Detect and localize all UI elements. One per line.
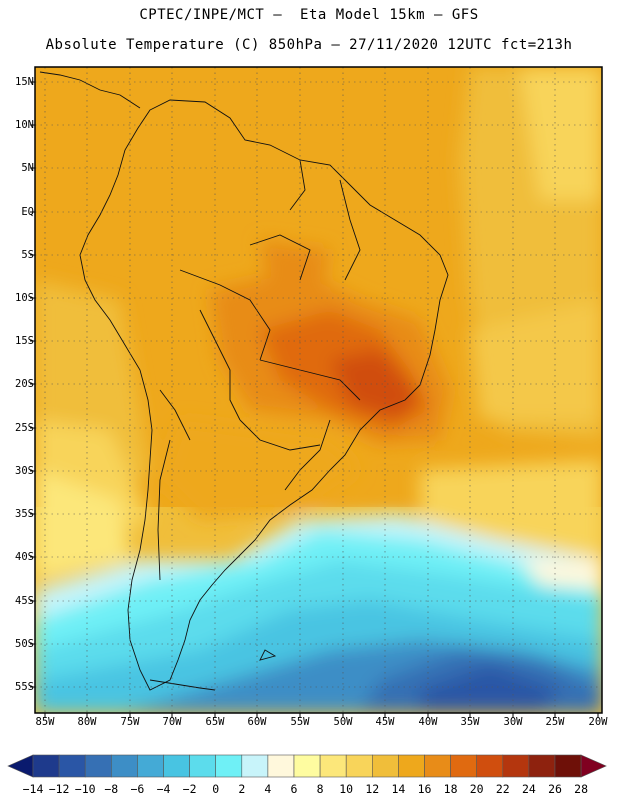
colorbar-label: −12 (48, 782, 70, 796)
lon-label: 40W (418, 716, 438, 728)
colorbar-label: 26 (548, 782, 562, 796)
colorbar-label: −2 (182, 782, 197, 796)
colorbar-label: 12 (365, 782, 380, 796)
colorbar-label: −10 (74, 782, 96, 796)
lat-label: 40S (15, 551, 34, 563)
axis-ticks (30, 81, 599, 718)
colorbar-segment (345, 754, 373, 778)
colorbar-segment (58, 754, 86, 778)
colorbar-label: 2 (238, 782, 246, 796)
map-subtitle: Absolute Temperature (C) 850hPa – 27/11/… (45, 37, 573, 53)
colorbar-label: 4 (264, 782, 272, 796)
lon-label: 35W (460, 716, 480, 728)
colorbar-label: 16 (417, 782, 432, 796)
colorbar-segment (502, 754, 530, 778)
lon-label: 70W (162, 716, 182, 728)
lon-label: 30W (503, 716, 523, 728)
lon-label: 45W (375, 716, 395, 728)
lat-label: 5N (21, 162, 34, 174)
lon-label: 75W (120, 716, 140, 728)
temperature-field (35, 67, 602, 713)
colorbar-segment (398, 754, 425, 778)
lat-label: 50S (15, 638, 34, 650)
colorbar-segment (32, 754, 60, 778)
map-frame (34, 66, 603, 714)
colorbar-segment (424, 754, 451, 778)
colorbar-label: −6 (130, 782, 145, 796)
lat-label: 45S (15, 595, 34, 607)
map-title: CPTEC/INPE/MCT – Eta Model 15km – GFS (139, 7, 479, 23)
lat-label: 5S (21, 249, 34, 261)
colorbar-label: 24 (521, 782, 536, 796)
lon-label: 60W (247, 716, 267, 728)
colorbar-label: 10 (339, 782, 354, 796)
colorbar-segment (189, 754, 217, 778)
colorbar-high-arrow (580, 754, 607, 778)
lon-label: 85W (35, 716, 55, 728)
lon-label: 25W (545, 716, 565, 728)
colorbar-segment (163, 754, 190, 778)
lat-label: 55S (15, 681, 34, 693)
lon-label: 20W (588, 716, 608, 728)
lon-label: 65W (205, 716, 225, 728)
colorbar (7, 754, 607, 778)
colorbar-segment (215, 754, 243, 778)
lon-label: 80W (77, 716, 97, 728)
colorbar-segment (241, 754, 269, 778)
lat-label: 10S (15, 292, 34, 304)
lat-label: EQ (21, 206, 34, 218)
colorbar-segment (371, 754, 399, 778)
lat-label: 20S (15, 378, 34, 390)
colorbar-label: 6 (290, 782, 298, 796)
colorbar-label: −8 (104, 782, 119, 796)
colorbar-label: −14 (22, 782, 44, 796)
lat-label: 15N (15, 76, 34, 88)
colorbar-segment (84, 754, 112, 778)
lon-label: 50W (333, 716, 353, 728)
lat-label: 10N (15, 119, 34, 131)
colorbar-segment (450, 754, 478, 778)
colorbar-segment (554, 754, 582, 778)
colorbar-low-arrow (7, 754, 34, 778)
colorbar-segment (111, 754, 138, 778)
colorbar-segment (476, 754, 504, 778)
colorbar-segment (267, 754, 295, 778)
colorbar-label: 0 (212, 782, 220, 796)
colorbar-segment (319, 754, 347, 778)
colorbar-label: 14 (391, 782, 406, 796)
lon-label: 55W (290, 716, 310, 728)
lat-label: 35S (15, 508, 34, 520)
lat-label: 25S (15, 422, 34, 434)
colorbar-label: 20 (469, 782, 484, 796)
colorbar-label: 18 (443, 782, 458, 796)
colorbar-label: 22 (495, 782, 510, 796)
lat-label: 30S (15, 465, 34, 477)
colorbar-segment (293, 754, 321, 778)
colorbar-segment (137, 754, 164, 778)
colorbar-label: 28 (574, 782, 589, 796)
lat-label: 15S (15, 335, 34, 347)
colorbar-label: 8 (316, 782, 324, 796)
colorbar-label: −4 (156, 782, 171, 796)
colorbar-segment (528, 754, 556, 778)
coastlines (39, 71, 449, 691)
graticule (35, 67, 602, 713)
